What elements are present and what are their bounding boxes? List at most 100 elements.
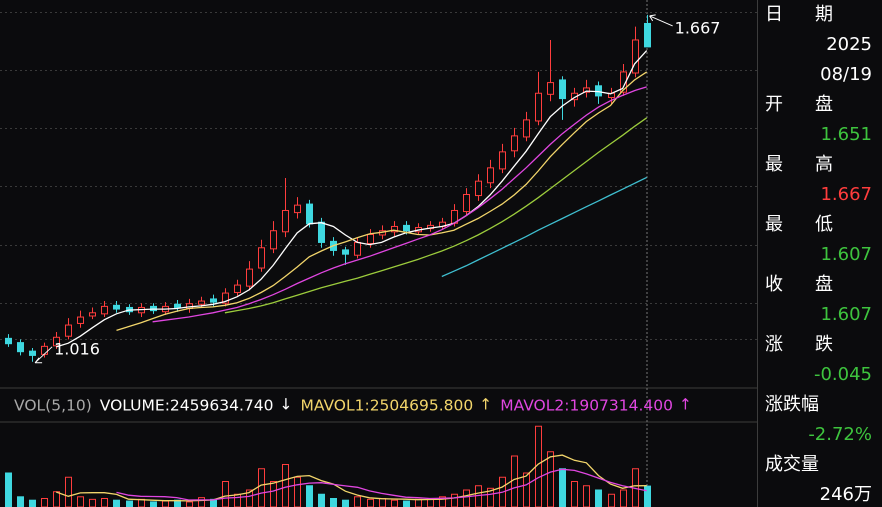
volume-bar — [559, 468, 566, 507]
candle-body — [535, 92, 542, 122]
volume-bar — [547, 451, 554, 507]
info-value: 246万 — [820, 484, 872, 505]
volume-header-arrow: ↑ — [479, 396, 492, 414]
volume-bar — [246, 489, 253, 507]
volume-bar — [523, 472, 530, 507]
average-line — [116, 468, 647, 501]
average-line — [56, 50, 648, 348]
candle-body — [53, 336, 60, 347]
candle-body — [174, 303, 181, 308]
candle-body — [632, 39, 639, 74]
volume-bar — [41, 498, 48, 507]
candle-body — [222, 292, 229, 304]
info-value: 2025 — [826, 34, 872, 55]
volume-header-label: VOLUME:2459634.740 — [100, 397, 274, 415]
average-line — [441, 176, 647, 278]
candle-body — [354, 241, 361, 256]
volume-header-label: VOL(5,10) — [14, 397, 92, 415]
candle-body — [511, 135, 518, 152]
candle-body — [113, 304, 120, 310]
volume-bar — [101, 498, 108, 507]
candle-body — [595, 85, 602, 97]
candle-body — [258, 247, 265, 269]
volume-bar — [318, 493, 325, 507]
average-line — [55, 454, 647, 502]
average-line — [224, 117, 648, 314]
annotation-arrow — [649, 15, 673, 27]
candle-body — [475, 180, 482, 197]
info-value: 1.651 — [820, 124, 872, 145]
candle-body — [41, 345, 48, 355]
candle-body — [342, 249, 349, 255]
candle-body — [499, 151, 506, 170]
candle-body — [403, 224, 410, 232]
candle-body — [306, 203, 313, 225]
info-value: 1.667 — [820, 184, 872, 205]
candle-body — [29, 350, 36, 356]
candle-body — [294, 204, 301, 214]
volume-bar — [451, 493, 458, 507]
candle-body — [620, 71, 627, 93]
volume-bar — [17, 496, 24, 507]
candle-body — [463, 193, 470, 213]
candle-body — [101, 305, 108, 315]
volume-bar — [330, 498, 337, 507]
volume-bar — [379, 498, 386, 507]
volume-bar — [620, 489, 627, 507]
info-value: 1.607 — [820, 304, 872, 325]
volume-bar — [644, 485, 651, 507]
info-value: 1.607 — [820, 244, 872, 265]
volume-header-label: MAVOL2:1907314.400 — [500, 397, 673, 415]
volume-bar — [53, 491, 60, 507]
volume-bar — [595, 489, 602, 507]
volume-bar — [77, 496, 84, 507]
volume-bar — [126, 500, 133, 507]
candle-body — [17, 342, 24, 353]
volume-bar — [162, 500, 169, 507]
average-line — [152, 86, 647, 323]
candle-body — [583, 87, 590, 93]
volume-bar — [608, 493, 615, 507]
volume-bar — [583, 485, 590, 507]
candle-body — [270, 230, 277, 250]
volume-bar — [198, 497, 205, 507]
candle-body — [318, 221, 325, 243]
volume-bar — [186, 501, 193, 507]
volume-bar — [294, 476, 301, 507]
volume-bar — [415, 498, 422, 507]
average-line — [116, 71, 648, 332]
volume-bar — [403, 500, 410, 507]
candle-body — [559, 79, 566, 100]
candle-body — [644, 22, 651, 48]
volume-bar — [391, 499, 398, 507]
candle-body — [523, 119, 530, 138]
annotation-arrowhead — [34, 357, 43, 364]
volume-bar — [65, 476, 72, 507]
volume-bar — [29, 499, 36, 507]
volume-bar — [89, 498, 96, 507]
volume-bar — [475, 485, 482, 507]
candle-body — [282, 209, 289, 233]
candle-body — [391, 225, 398, 233]
candle-body — [65, 324, 72, 337]
volume-bar — [270, 481, 277, 507]
volume-header-arrow: ↓ — [279, 396, 292, 414]
volume-bar — [113, 499, 120, 507]
volume-bar — [222, 481, 229, 507]
volume-bar — [234, 493, 241, 507]
info-label: 涨跌幅 — [765, 394, 819, 415]
volume-bar — [511, 455, 518, 507]
volume-bar — [463, 489, 470, 507]
annotation-arrowhead — [649, 14, 656, 22]
volume-bar — [138, 498, 145, 507]
volume-bar — [282, 464, 289, 507]
annotation-label: 1.016 — [54, 339, 100, 358]
candle-body — [547, 82, 554, 95]
volume-bar — [5, 472, 12, 507]
candle-body — [198, 300, 205, 305]
candle-body — [234, 284, 241, 294]
candle-body — [210, 298, 217, 303]
